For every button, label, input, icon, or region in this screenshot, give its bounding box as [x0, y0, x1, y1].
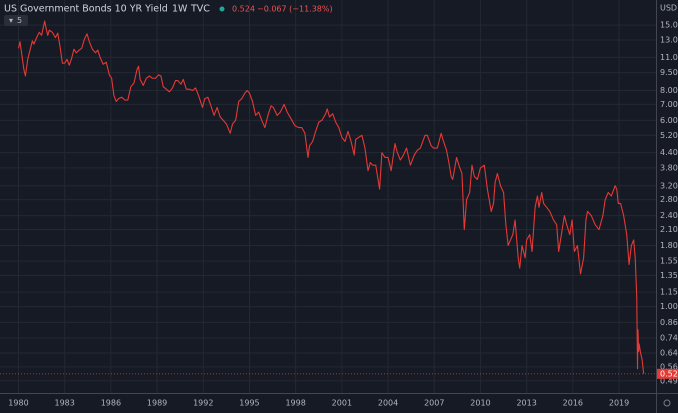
y-tick-label: 0.740 [660, 333, 678, 342]
grid [0, 0, 656, 393]
market-status [219, 6, 225, 12]
x-tick-label: 1995 [239, 399, 259, 408]
x-tick-label: 1986 [101, 399, 121, 408]
y-tick-label: 1.350 [660, 271, 678, 280]
y-tick-label: 0.860 [660, 318, 678, 327]
indicator-count: 5 [17, 16, 22, 25]
y-tick-label: 3.200 [660, 181, 678, 190]
y-tick-label: 1.550 [660, 257, 678, 266]
interval[interactable]: 1W [172, 4, 188, 15]
x-tick-label: 2007 [424, 399, 444, 408]
x-tick-label: 1992 [193, 399, 213, 408]
y-tick-label: 3.800 [660, 163, 678, 172]
y-tick-label: 7.000 [660, 100, 678, 109]
x-tick-label: 2001 [332, 399, 352, 408]
toggle-arrow: ▾ [9, 16, 13, 25]
y-tick-label: 0.490 [660, 376, 678, 385]
y-tick-label: 2.400 [660, 211, 678, 220]
price-change: −0.067 (−11.38%) [257, 5, 333, 14]
y-tick-label: 1.150 [660, 288, 678, 297]
y-tick-label: 0.560 [660, 362, 678, 371]
x-tick-label: 1983 [54, 399, 74, 408]
x-tick-label: 2019 [609, 399, 629, 408]
x-tick-label: 2013 [516, 399, 536, 408]
y-tick-label: 0.640 [660, 349, 678, 358]
x-tick-label: 1989 [147, 399, 167, 408]
settings-button[interactable] [663, 399, 671, 407]
x-tick-label: 2016 [563, 399, 583, 408]
price-tag [657, 368, 678, 379]
y-tick-label: 8.000 [660, 86, 678, 95]
indicators-toggle[interactable] [4, 15, 28, 26]
y-tick-label: 6.000 [660, 116, 678, 125]
plot [0, 20, 656, 375]
source[interactable]: TVC [190, 4, 210, 15]
y-tick-label: 13.000 [660, 36, 678, 45]
last-price: 0.524 [232, 5, 255, 14]
x-tick-label: 2010 [470, 399, 490, 408]
currency: USD [660, 4, 677, 13]
y-tick-label: 5.200 [660, 131, 678, 140]
y-tick-label: 2.100 [660, 225, 678, 234]
y-tick-label: 4.400 [660, 148, 678, 157]
x-tick-label: 2004 [378, 399, 398, 408]
y-tick-label: 2.800 [660, 195, 678, 204]
symbol-title[interactable]: US Government Bonds 10 YR Yield [4, 4, 168, 15]
y-tick-label: 1.000 [660, 302, 678, 311]
price-tag-label: 0.524 [660, 369, 678, 378]
y-tick-label: 15.000 [660, 21, 678, 30]
x-tick-label: 1980 [8, 399, 28, 408]
y-tick-label: 11.000 [660, 53, 678, 62]
y-tick-label: 9.500 [660, 68, 678, 77]
y-tick-label: 1.800 [660, 241, 678, 250]
x-tick-label: 1998 [285, 399, 305, 408]
yield-line [17, 20, 645, 374]
